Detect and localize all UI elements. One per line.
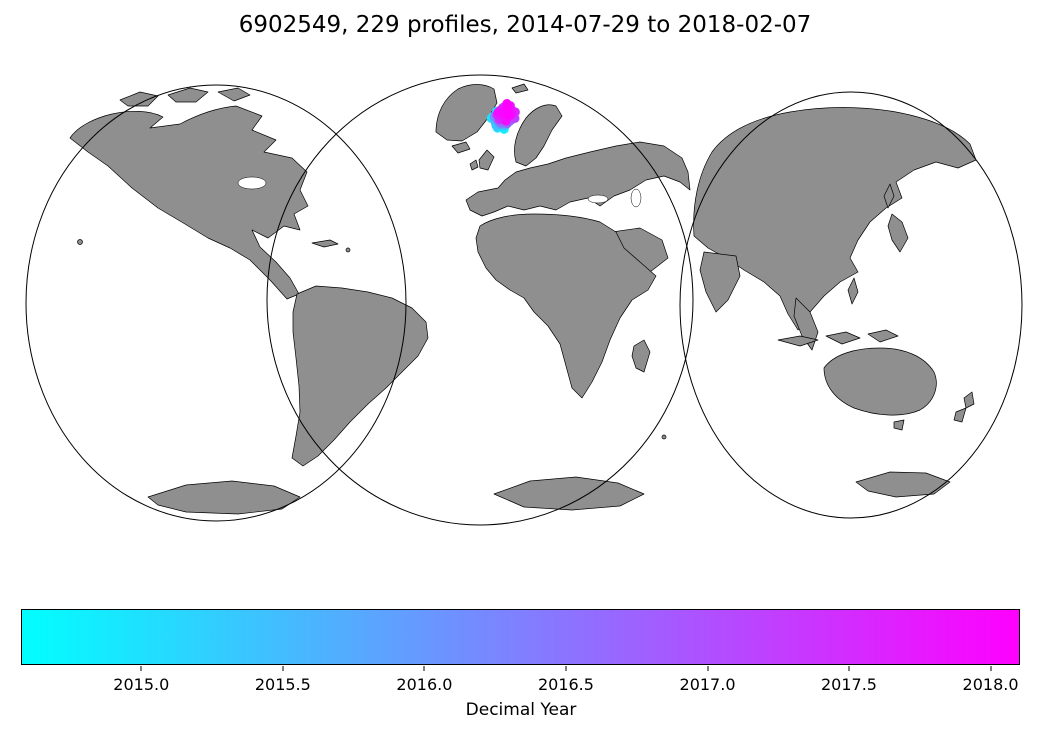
landmass-europe-west-asia xyxy=(465,141,691,217)
colorbar-tick-label: 2015.5 xyxy=(254,675,311,694)
colorbar xyxy=(21,609,1020,665)
caspian-sea xyxy=(630,188,642,208)
island-ireland xyxy=(469,159,479,171)
colorbar-tick-label: 2015.0 xyxy=(113,675,170,694)
colorbar-tick xyxy=(990,666,992,671)
profile-point xyxy=(502,99,512,109)
landmass-africa xyxy=(475,213,657,399)
landmass-scandinavia xyxy=(514,104,563,167)
landmass-australia xyxy=(823,347,937,416)
arctic-island-3 xyxy=(217,87,251,102)
island-new-zealand-south xyxy=(953,407,967,423)
landmass-south-america xyxy=(291,285,429,467)
landmass-antarctica-center xyxy=(493,476,645,511)
island-iceland xyxy=(451,141,471,154)
landmasses xyxy=(69,83,977,515)
black-sea xyxy=(587,194,609,204)
caribbean-island-dot xyxy=(345,247,351,253)
islands-japan xyxy=(887,213,909,253)
island-sumatra-java xyxy=(777,335,819,347)
landmass-antarctica-right xyxy=(855,471,951,498)
colorbar-tick-label: 2018.0 xyxy=(962,675,1019,694)
colorbar-tick-label: 2017.5 xyxy=(820,675,877,694)
colorbar-tick xyxy=(848,666,850,671)
peninsula-southeast-asia xyxy=(793,297,819,351)
small-island-south-atlantic xyxy=(661,434,667,440)
island-svalbard xyxy=(511,83,529,94)
island-borneo xyxy=(825,331,861,345)
colorbar-tick xyxy=(282,666,284,671)
island-tasmania xyxy=(893,419,905,431)
lobe-right-outline xyxy=(679,91,1023,519)
world-map xyxy=(25,74,1023,526)
island-great-britain xyxy=(478,149,495,171)
island-new-zealand-north xyxy=(963,391,975,409)
colorbar-tick xyxy=(423,666,425,671)
caribbean-islands xyxy=(311,239,339,248)
lobe-left-outline xyxy=(25,84,407,522)
map-lobes-outline xyxy=(25,74,1023,526)
colorbar-tick xyxy=(565,666,567,671)
colorbar-tick xyxy=(707,666,708,671)
lobe-center-outline xyxy=(266,74,694,526)
island-new-guinea xyxy=(867,329,899,343)
island-madagascar xyxy=(631,339,651,373)
landmass-asia xyxy=(693,107,977,331)
colorbar-tick xyxy=(140,666,142,671)
great-lakes xyxy=(237,176,267,190)
landmass-india xyxy=(699,251,741,313)
colorbar-tick-label: 2016.5 xyxy=(537,675,594,694)
figure-title: 6902549, 229 profiles, 2014-07-29 to 201… xyxy=(238,12,812,38)
colorbar-tick-label: 2017.0 xyxy=(679,675,736,694)
island-hawaii xyxy=(77,239,83,245)
landmass-north-america xyxy=(69,105,309,300)
islands-philippines xyxy=(847,277,859,305)
colorbar-axis-label: Decimal Year xyxy=(465,700,577,720)
colorbar-tick-label: 2016.0 xyxy=(396,675,453,694)
arctic-island-2 xyxy=(167,87,209,103)
profile-scatter xyxy=(486,99,520,134)
island-sakhalin xyxy=(883,183,895,209)
arctic-island-1 xyxy=(119,91,159,107)
